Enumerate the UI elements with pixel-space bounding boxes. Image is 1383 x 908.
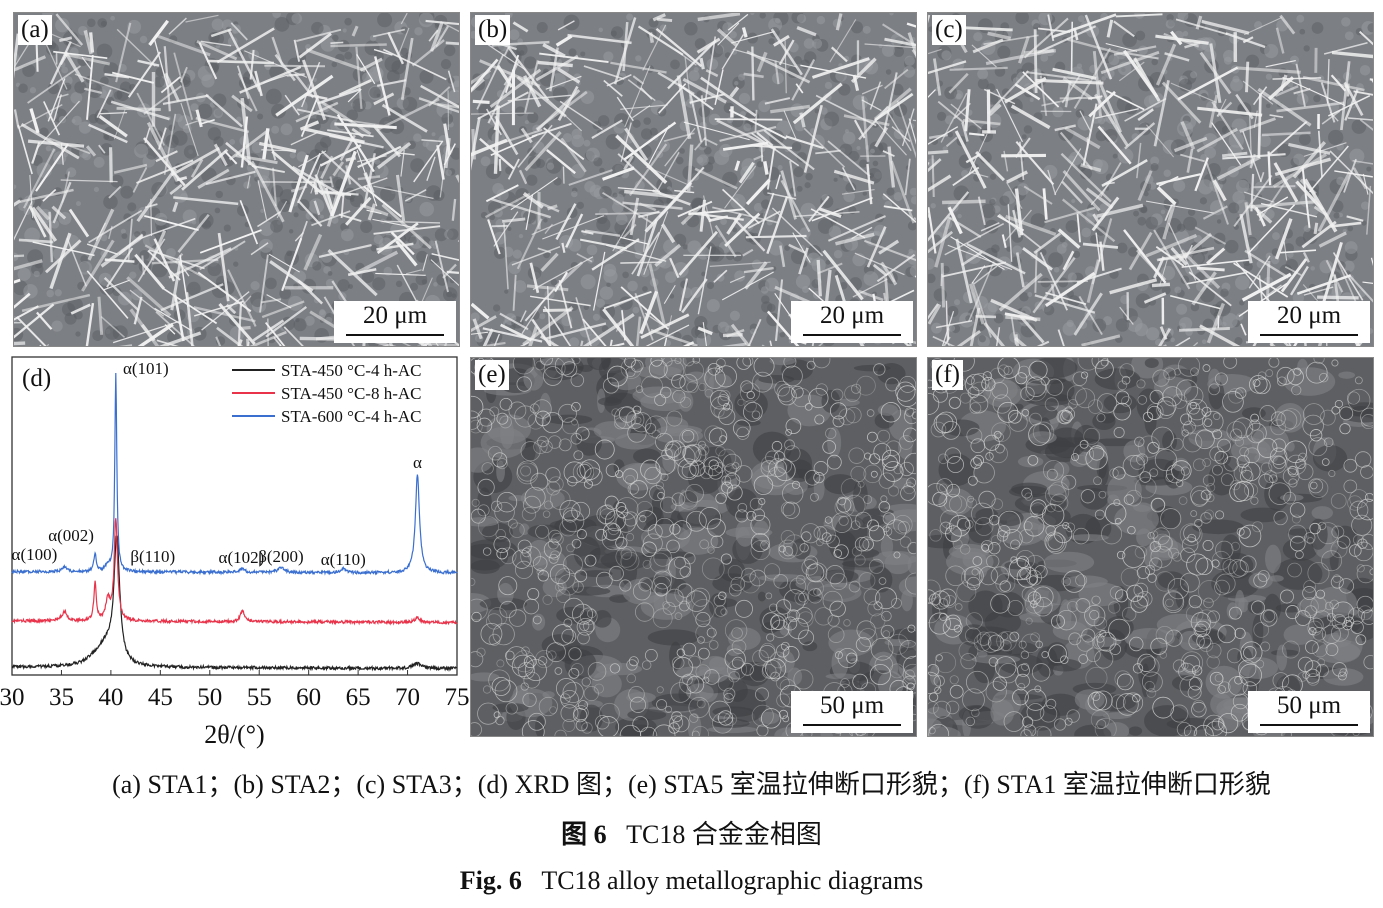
peak-annotation: α(110) <box>321 550 366 569</box>
series-line-2 <box>11 372 458 576</box>
scale-bar-label: 20 μm <box>819 302 885 329</box>
x-tick-label: 70 <box>395 684 420 711</box>
micrograph-e: (e) 50 μm <box>470 357 917 737</box>
scale-bar-label: 20 μm <box>362 302 428 329</box>
x-tick-label: 75 <box>445 684 470 711</box>
panel-label: (e) <box>475 360 509 390</box>
peak-annotation: β(200) <box>258 547 303 566</box>
micrograph-image <box>471 358 916 736</box>
scale-bar: 50 μm <box>1248 691 1370 733</box>
panel-label: (a) <box>18 15 52 45</box>
legend-entry-0: STA-450 °C-4 h-AC <box>281 361 422 380</box>
x-tick-label: 65 <box>346 684 371 711</box>
panel-label: (f) <box>932 360 963 390</box>
x-tick-label: 55 <box>247 684 272 711</box>
legend-entry-2: STA-600 °C-4 h-AC <box>281 407 422 426</box>
peak-annotation: α(002) <box>48 526 94 545</box>
scale-bar-line <box>346 334 444 336</box>
x-tick-label: 40 <box>98 684 123 711</box>
scale-bar-line <box>1260 334 1358 336</box>
micrograph-image <box>928 13 1373 346</box>
caption-subfigures: (a) STA1；(b) STA2；(c) STA3；(d) XRD 图；(e)… <box>112 770 1271 799</box>
micrograph-b: (b) 20 μm <box>470 12 917 347</box>
scale-bar-line <box>803 334 901 336</box>
plot-frame <box>11 356 458 676</box>
x-tick-label: 50 <box>197 684 222 711</box>
panel-label-d: (d) <box>22 365 51 392</box>
micrograph-c: (c) 20 μm <box>927 12 1374 347</box>
micrograph-f: (f) 50 μm <box>927 357 1374 737</box>
x-axis-label: 2θ/(°) <box>204 720 264 749</box>
micrograph-image <box>471 13 916 346</box>
caption-en-label: Fig. 6 <box>459 866 522 895</box>
micrograph-a: (a) 20 μm <box>13 12 460 347</box>
scale-bar: 20 μm <box>1248 301 1370 343</box>
scale-bar-line <box>803 724 901 726</box>
peak-annotation: α(102) <box>219 548 265 567</box>
x-tick-label: 30 <box>0 684 25 711</box>
peak-annotation: α(101) <box>123 359 169 378</box>
caption-cn: 图 6 TC18 合金金相图 <box>0 814 1383 851</box>
x-tick-label: 35 <box>49 684 74 711</box>
scale-bar-label: 20 μm <box>1276 302 1342 329</box>
scale-bar-label: 50 μm <box>819 692 885 719</box>
peak-annotation: α(100) <box>12 545 58 564</box>
panel-label: (c) <box>932 15 966 45</box>
scale-bar: 20 μm <box>791 301 913 343</box>
x-tick-label: 45 <box>148 684 173 711</box>
caption-cn-title: TC18 合金金相图 <box>626 820 822 849</box>
caption-en: Fig. 6 TC18 alloy metallographic diagram… <box>0 866 1383 896</box>
micrograph-image <box>928 358 1373 736</box>
micrograph-image <box>14 13 459 346</box>
peak-annotation: β(110) <box>130 547 175 566</box>
caption-en-title: TC18 alloy metallographic diagrams <box>541 866 924 895</box>
x-tick-label: 60 <box>296 684 321 711</box>
series-line-0 <box>11 535 458 673</box>
panel-label: (b) <box>475 15 511 45</box>
scale-bar: 50 μm <box>791 691 913 733</box>
peak-annotation: α <box>413 453 422 472</box>
scale-bar: 20 μm <box>334 301 456 343</box>
scale-bar-line <box>1260 724 1358 726</box>
series-line-1 <box>11 518 458 626</box>
scale-bar-label: 50 μm <box>1276 692 1342 719</box>
legend-entry-1: STA-450 °C-8 h-AC <box>281 384 422 403</box>
xrd-chart: 30 35 40 45 50 55 60 65 70 75 2θ/(°) STA-450 °C-4 h… <box>0 356 470 749</box>
caption-cn-label: 图 6 <box>561 820 607 849</box>
